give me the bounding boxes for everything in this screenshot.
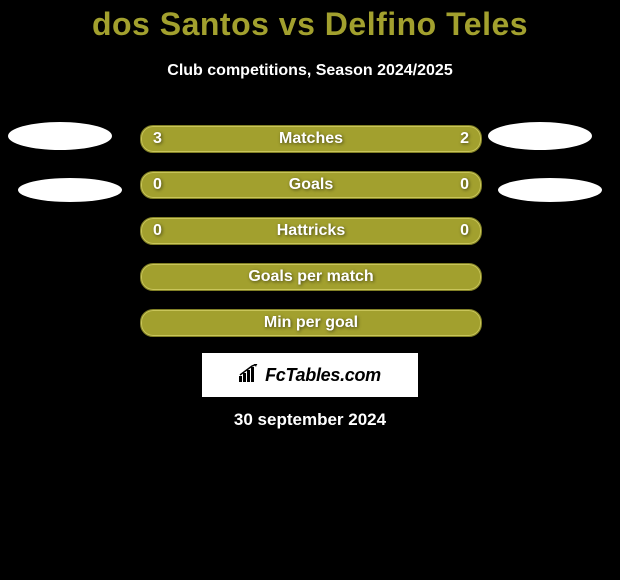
stat-row: Goals0 0 (140, 171, 482, 199)
stat-row: Matches3 2 (140, 125, 482, 153)
stat-row: Min per goal (140, 309, 482, 337)
left-ellipse-1 (8, 122, 112, 150)
stat-label: Matches (141, 126, 481, 152)
infographic-canvas: dos Santos vs Delfino Teles Club competi… (0, 0, 620, 580)
stat-label: Hattricks (141, 218, 481, 244)
stat-row: Goals per match (140, 263, 482, 291)
stat-label: Min per goal (141, 310, 481, 336)
right-ellipse-1 (488, 122, 592, 150)
stat-row: Hattricks0 0 (140, 217, 482, 245)
left-ellipse-2 (18, 178, 122, 202)
stat-value-right: 0 (460, 172, 469, 198)
page-title: dos Santos vs Delfino Teles (0, 6, 620, 43)
stat-value-right: 0 (460, 218, 469, 244)
brand-chart-icon (239, 364, 261, 387)
date-line: 30 september 2024 (0, 410, 620, 430)
stat-value-left: 0 (153, 172, 162, 198)
brand-text: FcTables.com (265, 365, 381, 386)
stat-value-left: 0 (153, 218, 162, 244)
stat-label: Goals per match (141, 264, 481, 290)
stat-value-left: 3 (153, 126, 162, 152)
brand-box: FcTables.com (202, 353, 418, 397)
page-subtitle: Club competitions, Season 2024/2025 (0, 62, 620, 80)
right-ellipse-2 (498, 178, 602, 202)
stat-value-right: 2 (460, 126, 469, 152)
brand-inner: FcTables.com (239, 364, 381, 387)
stat-label: Goals (141, 172, 481, 198)
